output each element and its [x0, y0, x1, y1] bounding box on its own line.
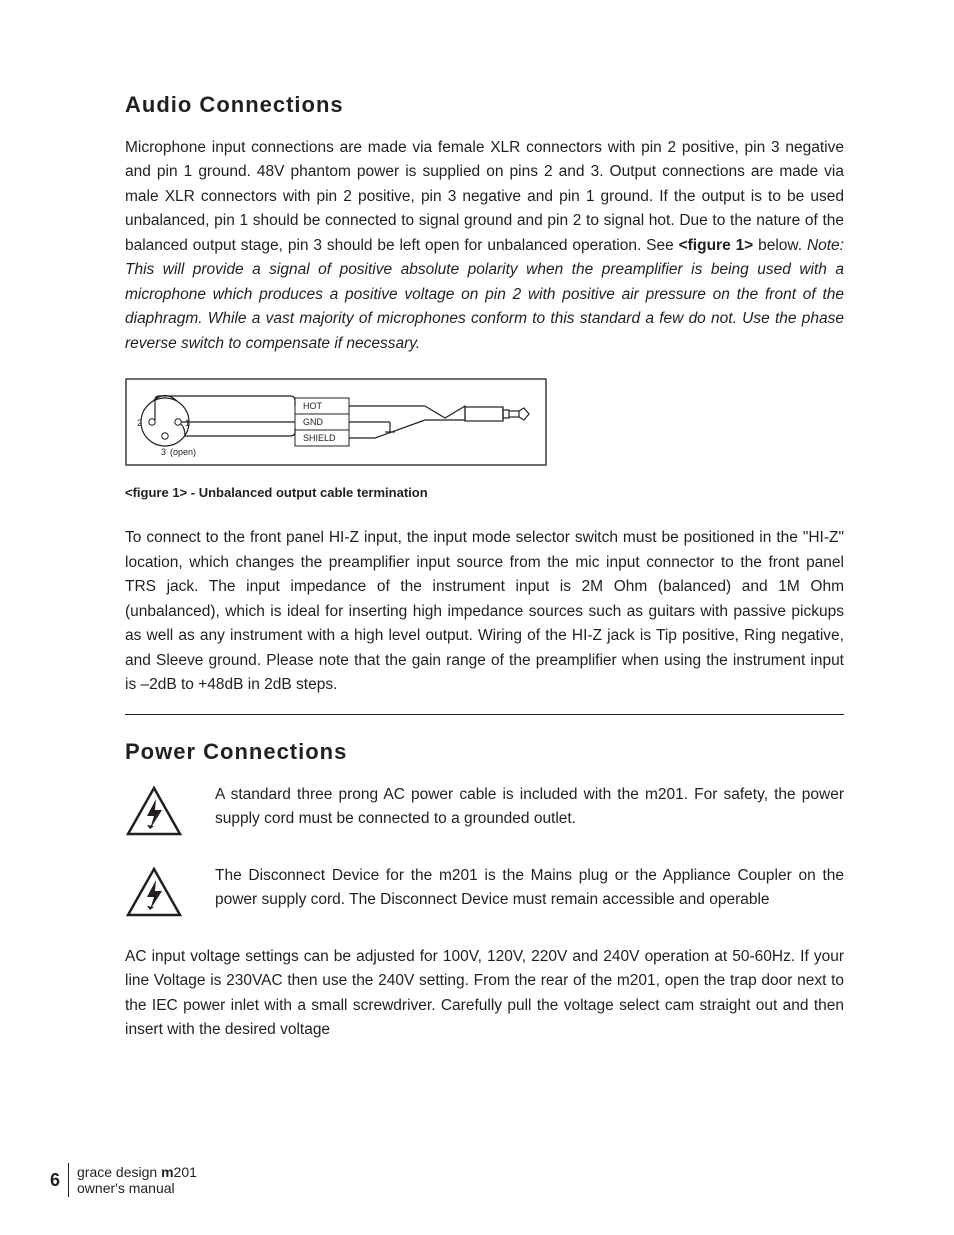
- warning-1-text: A standard three prong AC power cable is…: [215, 783, 844, 831]
- pin1-label: 1: [185, 418, 190, 428]
- heading-audio-connections: Audio Connections: [125, 92, 844, 118]
- audio-hiz-paragraph: To connect to the front panel HI-Z input…: [125, 526, 844, 697]
- figure-1-caption: <figure 1> - Unbalanced output cable ter…: [125, 485, 844, 500]
- figure-1-diagram: 2 1 3 (open) HOT GND SHIELD: [125, 378, 844, 479]
- hot-label: HOT: [303, 401, 323, 411]
- heading-power-connections: Power Connections: [125, 739, 844, 765]
- audio-intro-paragraph: Microphone input connections are made vi…: [125, 136, 844, 356]
- footer-subtitle: owner's manual: [77, 1180, 197, 1196]
- page-footer: 6 grace design m201 owner's manual: [50, 1163, 197, 1197]
- section-divider: [125, 714, 844, 715]
- audio-para1-after: below.: [753, 237, 802, 254]
- pin2-label: 2: [137, 418, 142, 428]
- power-voltage-paragraph: AC input voltage settings can be adjuste…: [125, 945, 844, 1043]
- warning-block-1: A standard three prong AC power cable is…: [125, 783, 844, 842]
- shield-label: SHIELD: [303, 433, 336, 443]
- warning-2-text: The Disconnect Device for the m201 is th…: [215, 864, 844, 912]
- footer-brand-a: grace design: [77, 1164, 161, 1180]
- pin3-label: 3: [161, 447, 166, 457]
- audio-polarity-note: Note: This will provide a signal of posi…: [125, 237, 844, 352]
- footer-brand-c: 201: [174, 1164, 197, 1180]
- footer-text: grace design m201 owner's manual: [77, 1164, 197, 1196]
- electrical-warning-icon: [125, 866, 185, 923]
- page-number: 6: [50, 1170, 60, 1191]
- electrical-warning-icon: [125, 785, 185, 842]
- gnd-label: GND: [303, 417, 324, 427]
- footer-divider: [68, 1163, 69, 1197]
- warning-block-2: The Disconnect Device for the m201 is th…: [125, 864, 844, 923]
- open-label: (open): [170, 447, 196, 457]
- footer-brand-b: m: [161, 1164, 173, 1180]
- cable-diagram-svg: 2 1 3 (open) HOT GND SHIELD: [125, 378, 555, 474]
- figure-reference: <figure 1>: [679, 237, 754, 254]
